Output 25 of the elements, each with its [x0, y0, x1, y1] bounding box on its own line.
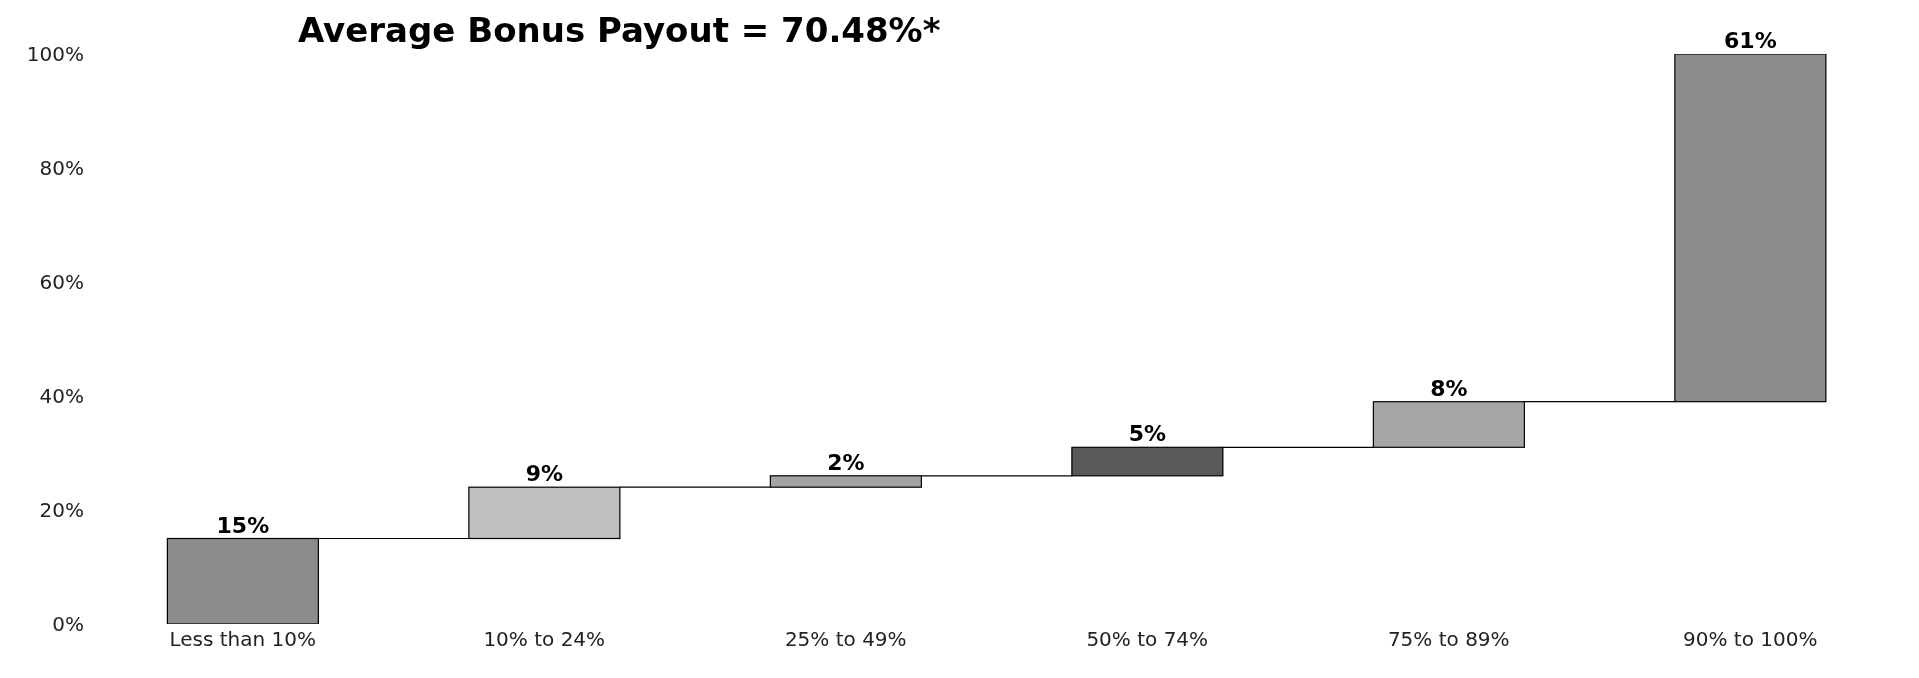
bar [769, 475, 922, 488]
bar [166, 537, 319, 624]
data-label: 15% [216, 512, 270, 538]
x-tick-label: 10% to 24% [483, 627, 606, 652]
bar [1372, 401, 1525, 448]
y-tick-label: 60% [39, 270, 84, 295]
y-tick-label: 100% [26, 42, 84, 67]
x-tick-label: 90% to 100% [1683, 627, 1818, 652]
y-tick-label: 80% [39, 156, 84, 181]
data-label: 8% [1430, 375, 1468, 401]
y-tick-label: 0% [52, 612, 84, 637]
data-label: 61% [1724, 28, 1777, 53]
bar [468, 486, 621, 540]
x-tick-label: 25% to 49% [784, 627, 907, 652]
data-label: 9% [525, 461, 564, 487]
bar [1071, 446, 1224, 477]
y-tick-label: 40% [39, 384, 84, 409]
x-tick-label: Less than 10% [169, 627, 317, 652]
x-tick-label: 75% to 89% [1387, 627, 1510, 652]
data-label: 2% [827, 449, 865, 475]
y-tick-label: 20% [39, 498, 84, 523]
x-tick-label: 50% to 74% [1086, 627, 1209, 652]
bar [1674, 54, 1827, 403]
data-label: 5% [1128, 421, 1167, 447]
chart-title: Average Bonus Payout = 70.48%* [298, 10, 941, 50]
